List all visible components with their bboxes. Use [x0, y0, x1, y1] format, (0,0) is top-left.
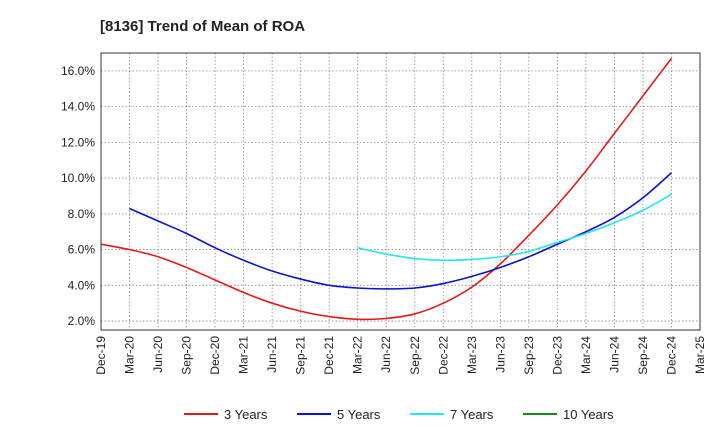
y-tick-label: 14.0%: [61, 100, 95, 114]
y-tick-label: 2.0%: [68, 314, 96, 328]
x-tick-label: Mar-21: [237, 336, 251, 374]
x-tick-label: Mar-23: [465, 336, 479, 374]
legend-item: 3 Years: [184, 407, 268, 422]
x-tick-label: Mar-25: [693, 336, 707, 374]
x-tick-label: Sep-23: [522, 336, 536, 375]
legend-label: 10 Years: [563, 407, 614, 422]
y-axis-tick-labels: 2.0% 4.0% 6.0% 8.0% 10.0% 12.0% 14.0% 16.0%: [61, 64, 95, 328]
x-tick-label: Jun-21: [265, 336, 279, 373]
legend: 3 Years 5 Years 7 Years 10 Years: [184, 407, 614, 422]
legend-item: 10 Years: [523, 407, 614, 422]
x-tick-label: Sep-22: [408, 336, 422, 375]
series-line-1: [129, 172, 673, 290]
x-tick-label: Jun-23: [493, 336, 507, 373]
x-tick-label: Dec-19: [94, 336, 108, 375]
x-tick-label: Dec-23: [550, 336, 564, 375]
x-tick-label: Dec-20: [208, 336, 222, 375]
series-line-0: [100, 57, 673, 321]
legend-label: 7 Years: [450, 407, 494, 422]
x-tick-label: Jun-20: [151, 336, 165, 373]
y-tick-label: 16.0%: [61, 64, 95, 78]
x-tick-label: Dec-21: [322, 336, 336, 375]
legend-item: 5 Years: [297, 407, 381, 422]
x-tick-label: Sep-21: [294, 336, 308, 375]
x-tick-label: Dec-22: [436, 336, 450, 375]
y-tick-label: 8.0%: [68, 207, 96, 221]
y-tick-label: 12.0%: [61, 135, 95, 149]
legend-label: 5 Years: [337, 407, 381, 422]
x-tick-label: Sep-20: [180, 336, 194, 375]
y-tick-label: 6.0%: [68, 243, 96, 257]
x-tick-label: Jun-24: [607, 336, 621, 373]
series-lines: [100, 57, 673, 321]
x-tick-label: Mar-24: [579, 336, 593, 374]
x-tick-label: Mar-22: [351, 336, 365, 374]
legend-item: 7 Years: [410, 407, 494, 422]
x-tick-label: Sep-24: [636, 336, 650, 375]
legend-label: 3 Years: [224, 407, 268, 422]
chart-title: [8136] Trend of Mean of ROA: [100, 18, 305, 35]
x-axis-tick-labels: Dec-19 Mar-20 Jun-20 Sep-20 Dec-20 Mar-21 Jun-…: [94, 336, 707, 375]
y-tick-label: 4.0%: [68, 278, 96, 292]
series-line-2: [357, 193, 672, 262]
x-tick-label: Dec-24: [664, 336, 678, 375]
y-tick-label: 10.0%: [61, 171, 95, 185]
x-tick-label: Mar-20: [123, 336, 137, 374]
plot-frame: [100, 52, 701, 331]
grid: [100, 53, 701, 330]
x-tick-label: Jun-22: [379, 336, 393, 373]
